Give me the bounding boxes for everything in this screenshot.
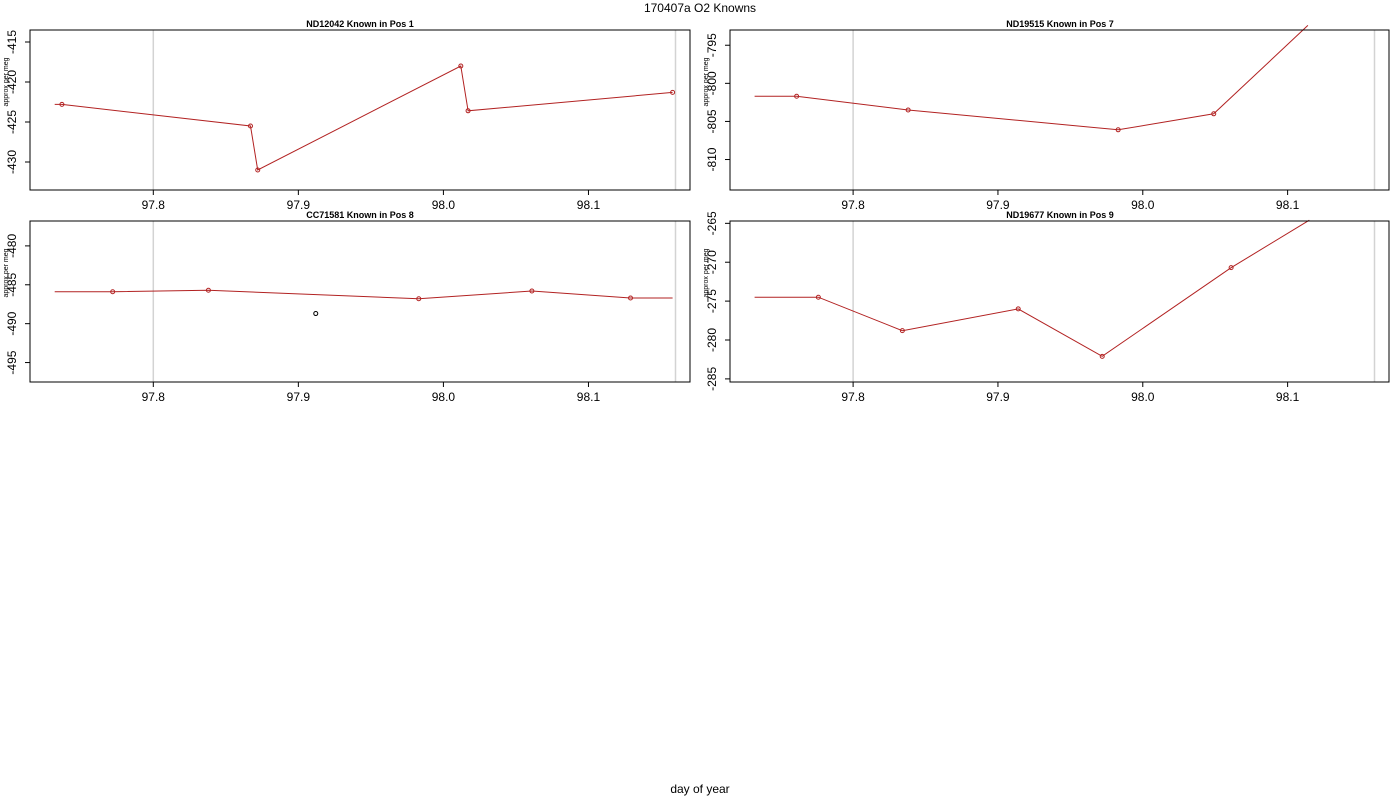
- y-tick-label: -275: [705, 289, 719, 313]
- x-tick-label: 98.0: [432, 390, 456, 404]
- x-tick-label: 98.0: [1131, 198, 1155, 212]
- data-point: [899, 328, 905, 334]
- data-point: [247, 123, 253, 129]
- y-tick-label: -280: [705, 328, 719, 352]
- y-tick-label: -810: [705, 147, 719, 171]
- y-tick-label: -485: [5, 272, 19, 296]
- x-tick-label: 97.8: [841, 198, 865, 212]
- y-tick-label: -270: [705, 250, 719, 274]
- y-tick-label: -805: [705, 109, 719, 133]
- data-point: [205, 287, 211, 293]
- y-tick-label: -420: [5, 70, 19, 94]
- x-tick-label: 97.8: [142, 198, 166, 212]
- y-tick-label: -415: [5, 30, 19, 54]
- data-point: [255, 167, 261, 173]
- x-tick-label: 97.9: [287, 198, 311, 212]
- y-axis-label: approx per meg: [703, 57, 710, 106]
- data-point: [416, 296, 422, 302]
- data-point: [59, 101, 65, 107]
- y-tick-label: -495: [5, 350, 19, 374]
- x-tick-label: 98.1: [577, 198, 601, 212]
- data-point: [313, 311, 319, 317]
- y-tick-label: -480: [5, 234, 19, 258]
- panel-1: 97.8 97.9 98.0 98.1 -415 -420 -425 -430 approx p…: [3, 19, 691, 212]
- data-point: [905, 107, 911, 113]
- x-tick-label: 98.0: [1131, 390, 1155, 404]
- data-point: [815, 294, 821, 300]
- data-point: [670, 89, 676, 95]
- y-tick-label: -425: [5, 110, 19, 134]
- x-tick-label: 98.0: [432, 198, 456, 212]
- panel-frame: [729, 29, 1390, 191]
- x-tick-label: 97.9: [986, 198, 1010, 212]
- series-line: [54, 289, 673, 300]
- panel-frame: [29, 29, 691, 191]
- y-axis-label: approx per meg: [3, 248, 10, 297]
- series-line: [754, 25, 1309, 131]
- x-tick-label: 97.8: [142, 390, 166, 404]
- data-point: [1099, 353, 1105, 359]
- y-axis-label: approx per meg: [703, 248, 710, 297]
- x-tick-label: 97.9: [986, 390, 1010, 404]
- data-point: [1228, 265, 1234, 271]
- y-axis-label: approx per meg: [3, 57, 10, 106]
- panel-title: ND19515 Known in Pos 7: [1006, 19, 1114, 29]
- panel-3: 97.8 97.9 98.0 98.1 -480 -485 -490 -495 approx p…: [3, 210, 691, 404]
- x-tick-label: 98.1: [577, 390, 601, 404]
- series-line: [54, 65, 673, 171]
- y-tick-label: -800: [705, 71, 719, 95]
- data-point: [1115, 127, 1121, 133]
- data-point: [794, 93, 800, 99]
- data-point: [110, 289, 116, 295]
- data-point: [529, 288, 535, 294]
- y-tick-label: -795: [705, 33, 719, 57]
- panel-title: ND12042 Known in Pos 1: [306, 19, 414, 29]
- data-point: [1015, 306, 1021, 312]
- figure-title: 170407a O2 Knowns: [643, 1, 757, 15]
- series-line: [754, 219, 1310, 357]
- y-tick-label: -265: [705, 211, 719, 235]
- x-tick-label: 98.1: [1276, 390, 1300, 404]
- panel-4: 97.8 97.9 98.0 98.1 -265 -270 -275 -280 -285 appr…: [703, 210, 1390, 404]
- x-tick-label: 97.9: [287, 390, 311, 404]
- y-tick-label: -285: [705, 367, 719, 391]
- panel-title: ND19677 Known in Pos 9: [1006, 210, 1114, 220]
- panel-2: 97.8 97.9 98.0 98.1 -795 -800 -805 -810 approx p…: [703, 19, 1390, 212]
- y-tick-label: -430: [5, 150, 19, 174]
- x-axis-label: day of year: [670, 782, 730, 796]
- y-tick-label: -490: [5, 311, 19, 335]
- x-tick-label: 97.8: [841, 390, 865, 404]
- panel-frame: [29, 220, 691, 383]
- data-point: [458, 63, 464, 69]
- data-point: [465, 108, 471, 114]
- panel-title: CC71581 Known in Pos 8: [306, 210, 414, 220]
- x-tick-label: 98.1: [1276, 198, 1300, 212]
- data-point: [628, 295, 634, 301]
- data-point: [1211, 111, 1217, 117]
